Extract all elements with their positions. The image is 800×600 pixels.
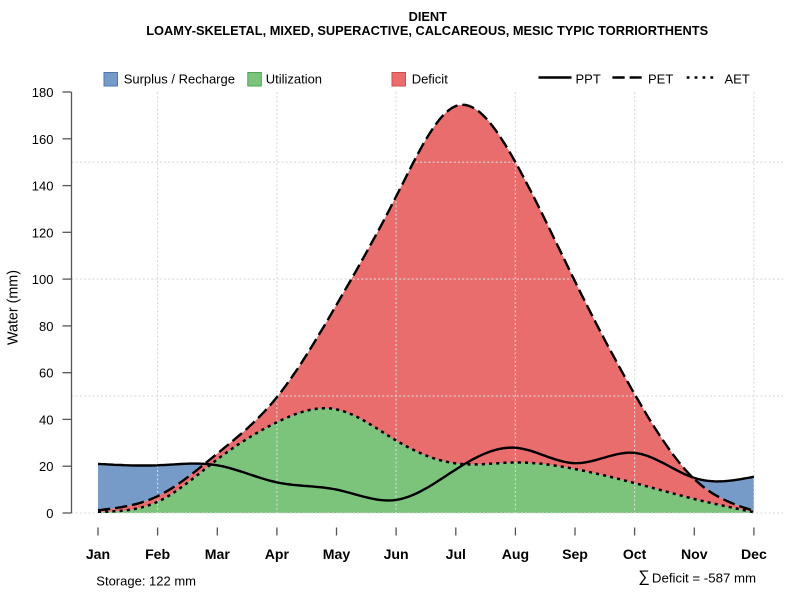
svg-text:180: 180 [32, 85, 54, 100]
svg-text:Nov: Nov [681, 546, 708, 562]
svg-text:Deficit: Deficit [412, 72, 449, 87]
svg-text:Apr: Apr [265, 546, 290, 562]
svg-text:Feb: Feb [145, 546, 170, 562]
svg-text:140: 140 [32, 179, 54, 194]
svg-text:May: May [323, 546, 351, 562]
svg-text:Water (mm): Water (mm) [5, 270, 21, 345]
svg-text:Deficit = -587 mm: Deficit = -587 mm [652, 571, 756, 586]
svg-text:Jun: Jun [384, 546, 409, 562]
svg-text:Utilization: Utilization [266, 72, 322, 87]
svg-text:Dec: Dec [741, 546, 767, 562]
svg-text:120: 120 [32, 225, 54, 240]
svg-text:Surplus / Recharge: Surplus / Recharge [124, 72, 235, 87]
svg-text:AET: AET [725, 72, 750, 87]
svg-text:∑: ∑ [638, 569, 649, 586]
svg-text:60: 60 [39, 366, 53, 381]
svg-text:100: 100 [32, 272, 54, 287]
svg-text:Aug: Aug [502, 546, 529, 562]
svg-text:80: 80 [39, 319, 53, 334]
svg-text:Storage: 122 mm: Storage: 122 mm [96, 574, 196, 589]
svg-text:20: 20 [39, 459, 53, 474]
svg-text:Mar: Mar [205, 546, 231, 562]
svg-text:PPT: PPT [576, 72, 601, 87]
svg-text:LOAMY-SKELETAL, MIXED, SUPERAC: LOAMY-SKELETAL, MIXED, SUPERACTIVE, CALC… [146, 23, 708, 38]
svg-text:Jan: Jan [86, 546, 110, 562]
svg-text:0: 0 [46, 506, 53, 521]
svg-text:Oct: Oct [623, 546, 647, 562]
svg-text:Sep: Sep [562, 546, 588, 562]
svg-text:160: 160 [32, 132, 54, 147]
svg-text:40: 40 [39, 412, 53, 427]
svg-text:DIENT: DIENT [409, 9, 448, 24]
svg-text:Jul: Jul [446, 546, 466, 562]
svg-text:PET: PET [648, 72, 673, 87]
